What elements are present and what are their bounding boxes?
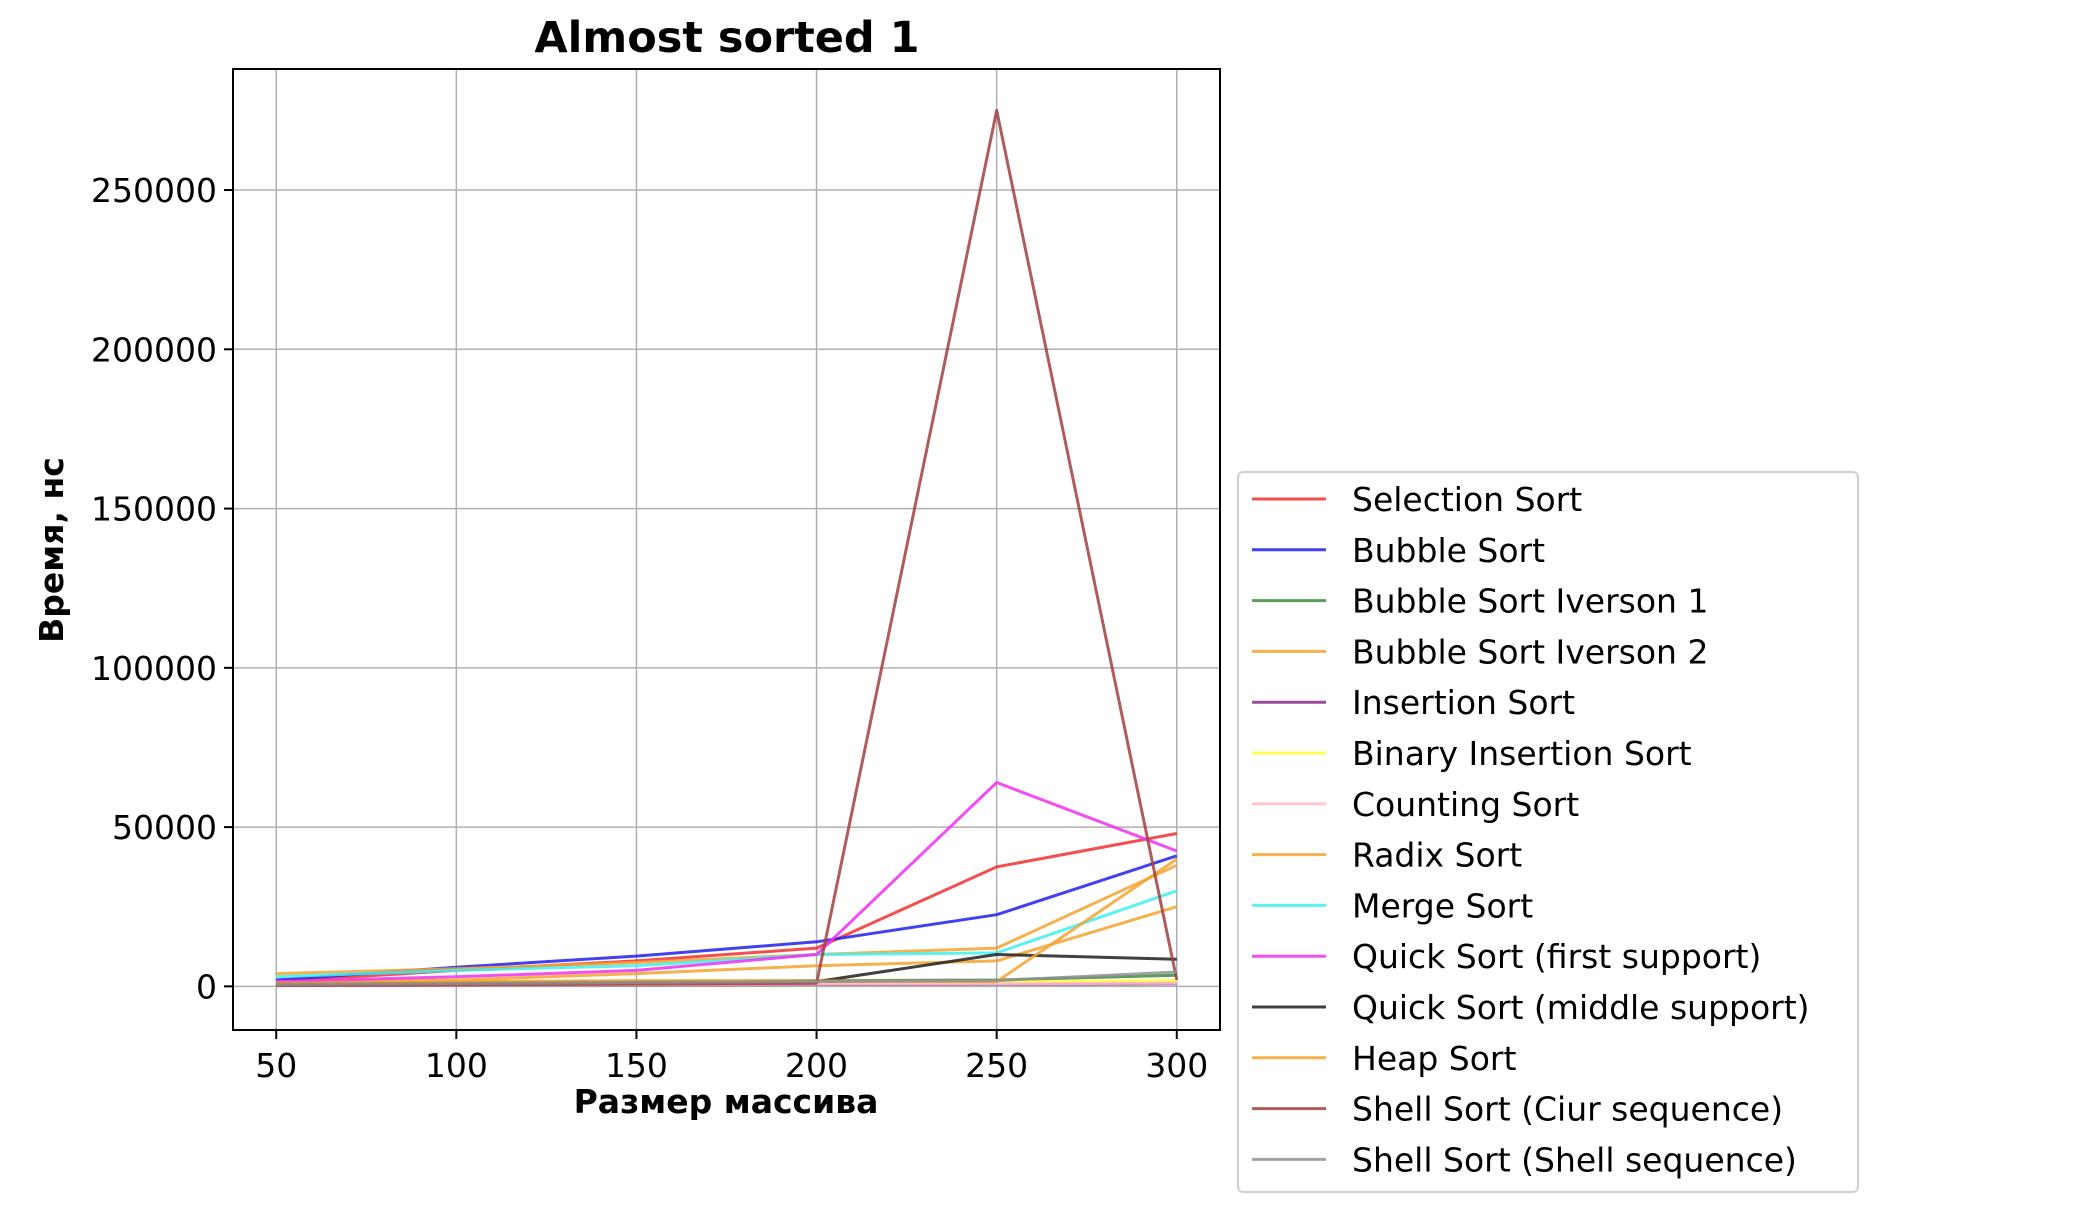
x-axis-ticks: 50 100 150 200 250 300 <box>255 1030 1208 1085</box>
legend-item-heap-sort: Heap Sort <box>1252 1039 1516 1078</box>
x-tick-label: 200 <box>785 1046 848 1085</box>
legend-label: Shell Sort (Ciur sequence) <box>1352 1090 1783 1129</box>
x-tick-label: 100 <box>425 1046 488 1085</box>
legend-item-quick-sort-first-support: Quick Sort (first support) <box>1252 937 1761 976</box>
legend-label: Insertion Sort <box>1352 683 1575 722</box>
legend-item-binary-insertion-sort: Binary Insertion Sort <box>1252 734 1692 773</box>
series-line-shell-sort-shell-sequence <box>276 970 1177 986</box>
legend-label: Bubble Sort Iverson 1 <box>1352 582 1708 621</box>
legend-label: Quick Sort (first support) <box>1352 937 1761 976</box>
legend-item-counting-sort: Counting Sort <box>1252 785 1579 824</box>
legend-label: Merge Sort <box>1352 886 1533 925</box>
y-tick-label: 150000 <box>91 490 217 529</box>
legend-label: Quick Sort (middle support) <box>1352 988 1810 1027</box>
grid-layer <box>233 69 1220 1030</box>
legend-item-bubble-sort-iverson-1: Bubble Sort Iverson 1 <box>1252 582 1708 621</box>
y-tick-label: 100000 <box>91 649 217 688</box>
legend-box <box>1237 471 1859 1193</box>
series-line-quick-sort-first-support <box>276 781 1178 984</box>
series-line-shell-sort-ciur-sequence <box>276 108 1179 987</box>
legend-item-bubble-sort: Bubble Sort <box>1252 531 1545 570</box>
legend-item-bubble-sort-iverson-2: Bubble Sort Iverson 2 <box>1252 632 1708 671</box>
legend-label: Bubble Sort <box>1352 531 1545 570</box>
legend-label: Selection Sort <box>1352 480 1582 519</box>
legend-item-quick-sort-middle-support: Quick Sort (middle support) <box>1252 988 1810 1027</box>
legend-item-selection-sort: Selection Sort <box>1252 480 1582 519</box>
x-tick-label: 300 <box>1145 1046 1208 1085</box>
series-line-merge-sort <box>276 889 1178 979</box>
legend-label: Counting Sort <box>1352 785 1579 824</box>
x-tick-label: 250 <box>965 1046 1028 1085</box>
legend-item-merge-sort: Merge Sort <box>1252 886 1533 925</box>
series-line-radix-sort <box>276 863 1178 976</box>
legend-label: Radix Sort <box>1352 836 1522 875</box>
series-layer <box>276 108 1179 987</box>
series-line-bubble-sort-iverson-2 <box>276 905 1178 984</box>
plot-frame <box>232 68 1221 1031</box>
y-tick-label: 200000 <box>91 330 217 369</box>
legend-items: Selection Sort Bubble Sort Bubble Sort Ive… <box>1252 480 1810 1179</box>
x-tick-label: 50 <box>255 1046 297 1085</box>
y-tick-label: 50000 <box>112 808 217 847</box>
legend-label: Binary Insertion Sort <box>1352 734 1692 773</box>
x-tick-label: 150 <box>605 1046 668 1085</box>
chart-title: Almost sorted 1 <box>534 13 919 63</box>
legend-item-shell-sort-shell-sequence: Shell Sort (Shell sequence) <box>1252 1140 1797 1179</box>
legend-item-radix-sort: Radix Sort <box>1252 836 1522 875</box>
legend-label: Shell Sort (Shell sequence) <box>1352 1140 1797 1179</box>
legend: Selection Sort Bubble Sort Bubble Sort Ive… <box>1237 471 1859 1193</box>
y-axis-label: Время, нс <box>32 457 71 643</box>
legend-item-shell-sort-ciur-sequence: Shell Sort (Ciur sequence) <box>1252 1090 1783 1129</box>
legend-label: Heap Sort <box>1352 1039 1516 1078</box>
y-tick-label: 250000 <box>91 171 217 210</box>
legend-item-insertion-sort: Insertion Sort <box>1252 683 1575 722</box>
y-axis-ticks: 0 50000 100000 150000 200000 250000 <box>91 171 233 1006</box>
x-axis-label: Размер массива <box>574 1082 879 1121</box>
legend-label: Bubble Sort Iverson 2 <box>1352 632 1708 671</box>
y-tick-label: 0 <box>196 967 217 1006</box>
series-line-heap-sort <box>276 857 1178 985</box>
